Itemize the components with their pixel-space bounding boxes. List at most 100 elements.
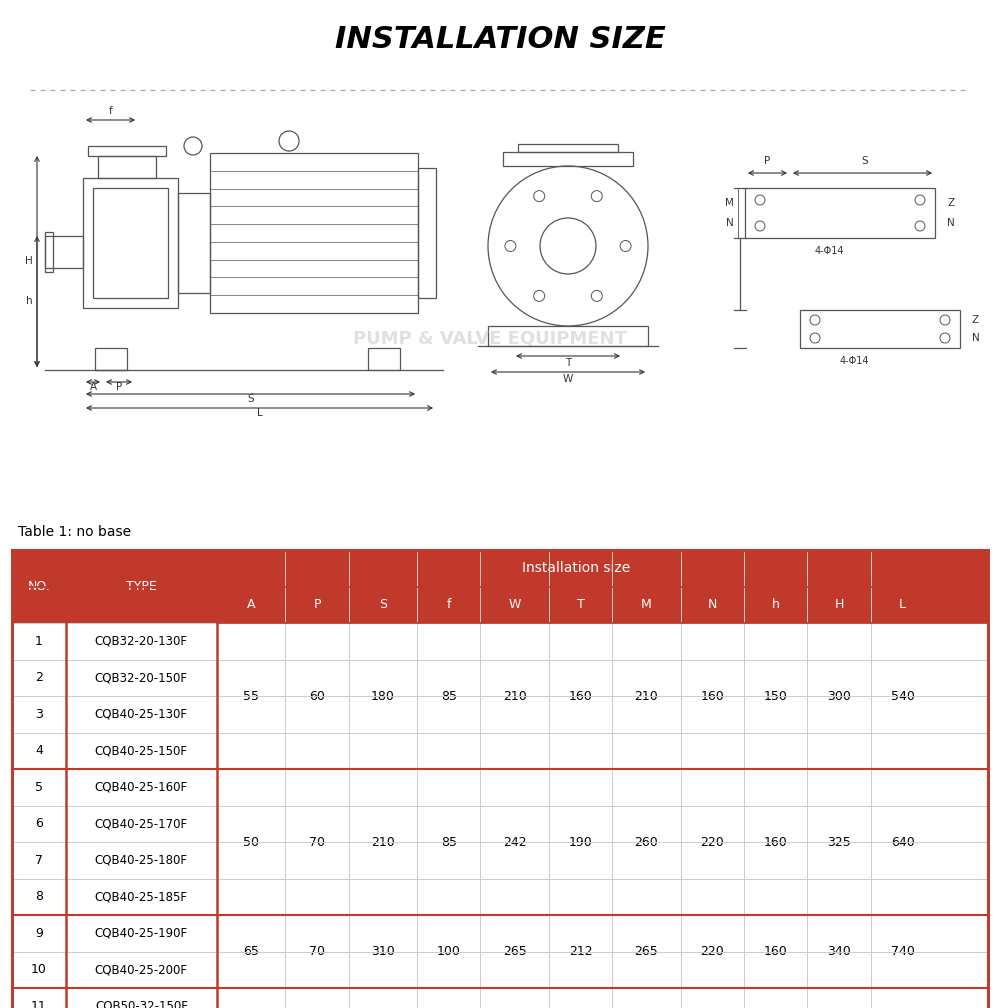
Text: 4-Φ14: 4-Φ14 bbox=[815, 246, 844, 256]
Text: 325: 325 bbox=[827, 836, 851, 849]
Text: 340: 340 bbox=[827, 946, 851, 958]
Text: 1: 1 bbox=[35, 635, 43, 648]
Text: M: M bbox=[725, 198, 734, 208]
Text: 265: 265 bbox=[503, 946, 527, 958]
Bar bbox=[88, 146, 166, 156]
Text: N: N bbox=[972, 333, 980, 343]
Text: T: T bbox=[577, 599, 584, 611]
Text: 55: 55 bbox=[243, 689, 259, 703]
Bar bbox=[93, 188, 168, 298]
Bar bbox=[745, 188, 935, 238]
Text: TYPE: TYPE bbox=[126, 580, 157, 593]
Text: 70: 70 bbox=[309, 946, 325, 958]
Bar bbox=[12, 550, 988, 587]
Text: Installation size: Installation size bbox=[522, 561, 630, 576]
Text: f: f bbox=[447, 599, 451, 611]
Text: 212: 212 bbox=[569, 946, 592, 958]
Text: 10: 10 bbox=[31, 964, 47, 977]
Text: A: A bbox=[247, 599, 255, 611]
Text: CQB40-25-160F: CQB40-25-160F bbox=[95, 781, 188, 793]
Text: S: S bbox=[379, 599, 387, 611]
Text: 50: 50 bbox=[243, 836, 259, 849]
Text: Z: Z bbox=[947, 198, 954, 208]
Text: 300: 300 bbox=[827, 689, 851, 703]
Bar bbox=[95, 348, 127, 370]
Text: 740: 740 bbox=[891, 946, 915, 958]
Text: 3: 3 bbox=[35, 708, 43, 721]
Text: P: P bbox=[313, 599, 321, 611]
Bar bbox=[418, 168, 436, 298]
Text: 6: 6 bbox=[35, 817, 43, 831]
Text: H: H bbox=[25, 256, 33, 266]
Text: 2: 2 bbox=[35, 671, 43, 684]
Bar bbox=[45, 236, 83, 268]
Text: 11: 11 bbox=[31, 1000, 47, 1008]
Text: CQB40-25-150F: CQB40-25-150F bbox=[95, 744, 188, 757]
Text: 160: 160 bbox=[764, 946, 788, 958]
Bar bbox=[12, 550, 66, 623]
Bar bbox=[83, 178, 178, 308]
Text: CQB40-25-185F: CQB40-25-185F bbox=[95, 890, 188, 903]
Text: N: N bbox=[947, 218, 955, 228]
Text: P: P bbox=[116, 382, 122, 392]
Text: N: N bbox=[726, 218, 734, 228]
Text: 9: 9 bbox=[35, 926, 43, 939]
Text: W: W bbox=[563, 374, 573, 384]
Bar bbox=[12, 879, 988, 915]
Text: 7: 7 bbox=[35, 854, 43, 867]
Text: f: f bbox=[109, 106, 112, 116]
Text: 260: 260 bbox=[635, 836, 658, 849]
Text: 65: 65 bbox=[243, 946, 259, 958]
Text: L: L bbox=[257, 408, 262, 418]
Text: 265: 265 bbox=[635, 946, 658, 958]
Bar bbox=[12, 805, 988, 842]
Text: h: h bbox=[772, 599, 780, 611]
Text: S: S bbox=[862, 156, 868, 166]
Text: 4-Φ14: 4-Φ14 bbox=[840, 356, 870, 366]
Text: 85: 85 bbox=[441, 689, 457, 703]
Text: Z: Z bbox=[972, 314, 979, 325]
Bar bbox=[368, 348, 400, 370]
Bar bbox=[12, 952, 988, 988]
Text: M: M bbox=[641, 599, 652, 611]
Text: 100: 100 bbox=[437, 946, 461, 958]
Text: 220: 220 bbox=[700, 836, 724, 849]
Text: INSTALLATION SIZE: INSTALLATION SIZE bbox=[335, 25, 665, 54]
Text: CQB32-20-130F: CQB32-20-130F bbox=[95, 635, 188, 648]
Text: CQB40-25-190F: CQB40-25-190F bbox=[95, 926, 188, 939]
Text: 220: 220 bbox=[700, 946, 724, 958]
Text: T: T bbox=[565, 358, 571, 368]
Text: 640: 640 bbox=[891, 836, 914, 849]
Text: NO.: NO. bbox=[27, 580, 50, 593]
Text: CQB40-25-130F: CQB40-25-130F bbox=[95, 708, 188, 721]
Text: H: H bbox=[834, 599, 844, 611]
Text: 210: 210 bbox=[635, 689, 658, 703]
Text: 4: 4 bbox=[35, 744, 43, 757]
Bar bbox=[98, 156, 156, 178]
Bar bbox=[210, 153, 418, 313]
Bar bbox=[66, 550, 217, 623]
Text: 210: 210 bbox=[371, 836, 395, 849]
Text: 5: 5 bbox=[35, 781, 43, 793]
Text: CQB40-25-180F: CQB40-25-180F bbox=[95, 854, 188, 867]
Bar bbox=[518, 144, 618, 152]
Text: A: A bbox=[89, 382, 97, 392]
Text: 190: 190 bbox=[569, 836, 592, 849]
Text: CQB40-25-170F: CQB40-25-170F bbox=[95, 817, 188, 831]
Bar bbox=[12, 659, 988, 696]
Text: 70: 70 bbox=[309, 836, 325, 849]
Text: 160: 160 bbox=[764, 836, 788, 849]
Text: W: W bbox=[508, 599, 521, 611]
Bar bbox=[12, 696, 988, 733]
Bar bbox=[178, 193, 210, 293]
Bar bbox=[12, 733, 988, 769]
Bar bbox=[488, 326, 648, 346]
Text: L: L bbox=[899, 599, 906, 611]
Bar bbox=[12, 769, 988, 805]
Text: PUMP & VALVE EQUIPMENT: PUMP & VALVE EQUIPMENT bbox=[353, 329, 627, 347]
Text: 242: 242 bbox=[503, 836, 526, 849]
Text: 8: 8 bbox=[35, 890, 43, 903]
Text: 160: 160 bbox=[700, 689, 724, 703]
Bar bbox=[800, 310, 960, 348]
Text: 160: 160 bbox=[569, 689, 592, 703]
